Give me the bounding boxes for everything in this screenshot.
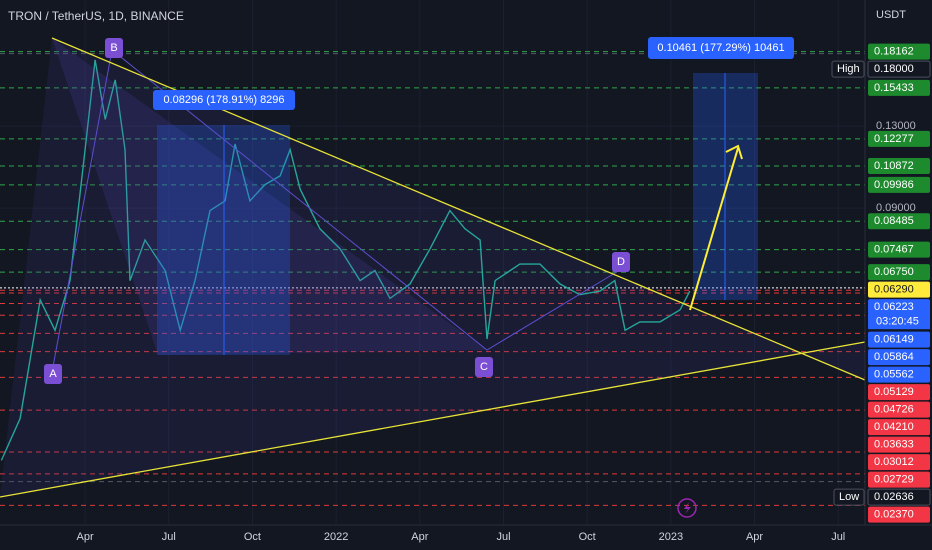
trendline bbox=[0, 341, 866, 498]
level-label-bg bbox=[868, 79, 930, 96]
level-label-bg bbox=[868, 471, 930, 488]
pattern-fill bbox=[52, 38, 487, 355]
level-label: 0.06149 bbox=[874, 334, 914, 346]
point-label-bg bbox=[612, 252, 630, 272]
x-tick-label: 2022 bbox=[324, 531, 348, 543]
level-label-bg bbox=[868, 419, 930, 436]
level-label-bg bbox=[868, 506, 930, 523]
level-label-bg bbox=[868, 130, 930, 147]
level-label-bg bbox=[868, 384, 930, 401]
point-label: A bbox=[49, 368, 57, 380]
level-label: 0.03633 bbox=[874, 439, 914, 451]
level-label-bg bbox=[868, 366, 930, 383]
measure-label: 0.10461 (177.29%) 10461 bbox=[657, 42, 784, 54]
level-label-bg bbox=[868, 43, 930, 60]
level-label: 0.06223 bbox=[874, 301, 914, 313]
level-label: 0.05129 bbox=[874, 386, 914, 398]
level-label-bg bbox=[868, 213, 930, 230]
point-label: C bbox=[480, 361, 488, 373]
measure-label-bg bbox=[648, 37, 794, 59]
point-label-bg bbox=[105, 38, 123, 58]
level-label-bg bbox=[867, 488, 931, 506]
level-label: 0.07467 bbox=[874, 244, 914, 256]
measure-label-bg bbox=[153, 90, 295, 110]
y-tick-label: 0.13000 bbox=[876, 120, 916, 132]
level-label: 0.08485 bbox=[874, 215, 914, 227]
x-tick-label: Oct bbox=[579, 531, 596, 543]
chart-title: TRON / TetherUS, 1D, BINANCE bbox=[8, 9, 184, 23]
level-label: 0.04726 bbox=[874, 404, 914, 416]
level-label: 0.02636 bbox=[874, 491, 914, 503]
measure-label: 0.08296 (178.91%) 8296 bbox=[163, 94, 284, 106]
pattern-lines bbox=[51, 49, 621, 373]
countdown: 03:20:45 bbox=[876, 316, 919, 328]
high-label-bg bbox=[831, 60, 865, 78]
level-label: 0.02729 bbox=[874, 474, 914, 486]
level-label-bg bbox=[868, 281, 930, 298]
level-label: 0.06750 bbox=[874, 266, 914, 278]
level-label-bg bbox=[868, 349, 930, 366]
level-label-bg bbox=[868, 241, 930, 258]
x-tick-label: Jul bbox=[831, 531, 845, 543]
countdown-bg bbox=[868, 314, 930, 330]
level-label-bg bbox=[868, 436, 930, 453]
level-label: 0.03012 bbox=[874, 456, 914, 468]
triangle-fill bbox=[0, 38, 865, 497]
level-label: 0.06290 bbox=[874, 284, 914, 296]
level-label: 0.12277 bbox=[874, 133, 914, 145]
level-label: 0.10872 bbox=[874, 160, 914, 172]
x-tick-label: Apr bbox=[77, 531, 94, 543]
event-bolt bbox=[684, 502, 691, 514]
low-label-bg bbox=[833, 488, 865, 506]
level-label-bg bbox=[868, 299, 930, 316]
level-label-bg bbox=[868, 454, 930, 471]
low-label: Low bbox=[839, 491, 859, 503]
projection-arrow bbox=[689, 147, 739, 311]
level-label-bg bbox=[868, 401, 930, 418]
currency: USDT bbox=[876, 9, 906, 21]
x-tick-label: Jul bbox=[162, 531, 176, 543]
level-label: 0.05864 bbox=[874, 351, 914, 363]
level-label: 0.15433 bbox=[874, 82, 914, 94]
level-label-bg bbox=[868, 157, 930, 174]
event-icon[interactable] bbox=[677, 498, 697, 518]
point-label: D bbox=[617, 256, 625, 268]
level-label-bg bbox=[867, 60, 931, 78]
level-label-bg bbox=[868, 264, 930, 281]
x-tick-label: 2023 bbox=[659, 531, 683, 543]
level-label: 0.02370 bbox=[874, 509, 914, 521]
point-label: B bbox=[110, 42, 117, 54]
x-tick-label: Oct bbox=[244, 531, 261, 543]
x-tick-label: Apr bbox=[746, 531, 763, 543]
y-tick-label: 0.09000 bbox=[876, 202, 916, 214]
level-label: 0.09986 bbox=[874, 179, 914, 191]
level-label: 0.18162 bbox=[874, 46, 914, 58]
level-label: 0.18000 bbox=[874, 63, 914, 75]
point-label-bg bbox=[475, 357, 493, 377]
level-label: 0.05562 bbox=[874, 369, 914, 381]
high-label: High bbox=[837, 63, 860, 75]
level-label-bg bbox=[868, 331, 930, 348]
point-label-bg bbox=[44, 364, 62, 384]
x-tick-label: Jul bbox=[496, 531, 510, 543]
level-label: 0.04210 bbox=[874, 421, 914, 433]
arrow-head bbox=[725, 144, 743, 160]
x-tick-label: Apr bbox=[411, 531, 428, 543]
level-label-bg bbox=[868, 176, 930, 193]
